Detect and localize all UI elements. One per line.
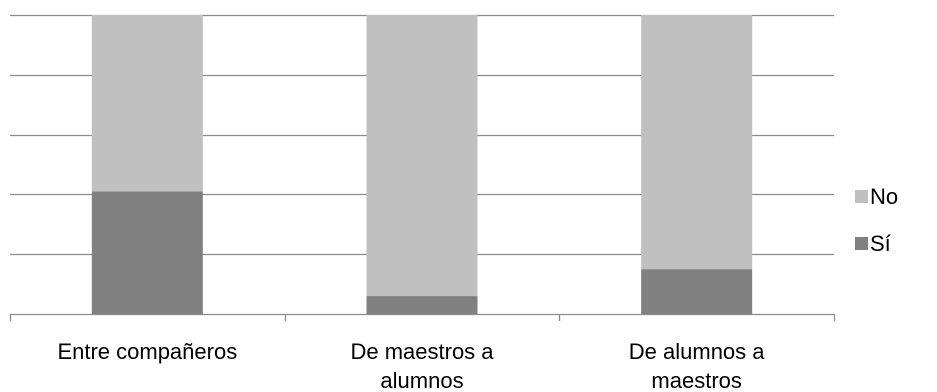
legend: No Sí <box>855 184 898 256</box>
bar-segment-si <box>366 296 478 314</box>
bars <box>91 15 753 314</box>
x-tick-label: Entre compañeros <box>57 339 237 364</box>
bar-segment-no <box>641 15 753 270</box>
legend-label: Sí <box>870 231 891 256</box>
x-tick-label: De alumnos a <box>629 339 766 364</box>
bar-segment-si <box>91 191 203 314</box>
bar-segment-no <box>366 15 478 297</box>
x-axis <box>9 313 836 321</box>
category-labels: Entre compañeros De maestros a alumnos De a… <box>57 339 765 392</box>
legend-label: No <box>870 184 898 209</box>
legend-swatch <box>855 237 868 250</box>
x-tick-label: De maestros a <box>350 339 494 364</box>
bar-segment-si <box>641 269 753 314</box>
x-tick-label: alumnos <box>380 368 463 392</box>
bar-segment-no <box>91 15 203 192</box>
x-tick-label: maestros <box>651 368 741 392</box>
legend-swatch <box>855 190 868 203</box>
